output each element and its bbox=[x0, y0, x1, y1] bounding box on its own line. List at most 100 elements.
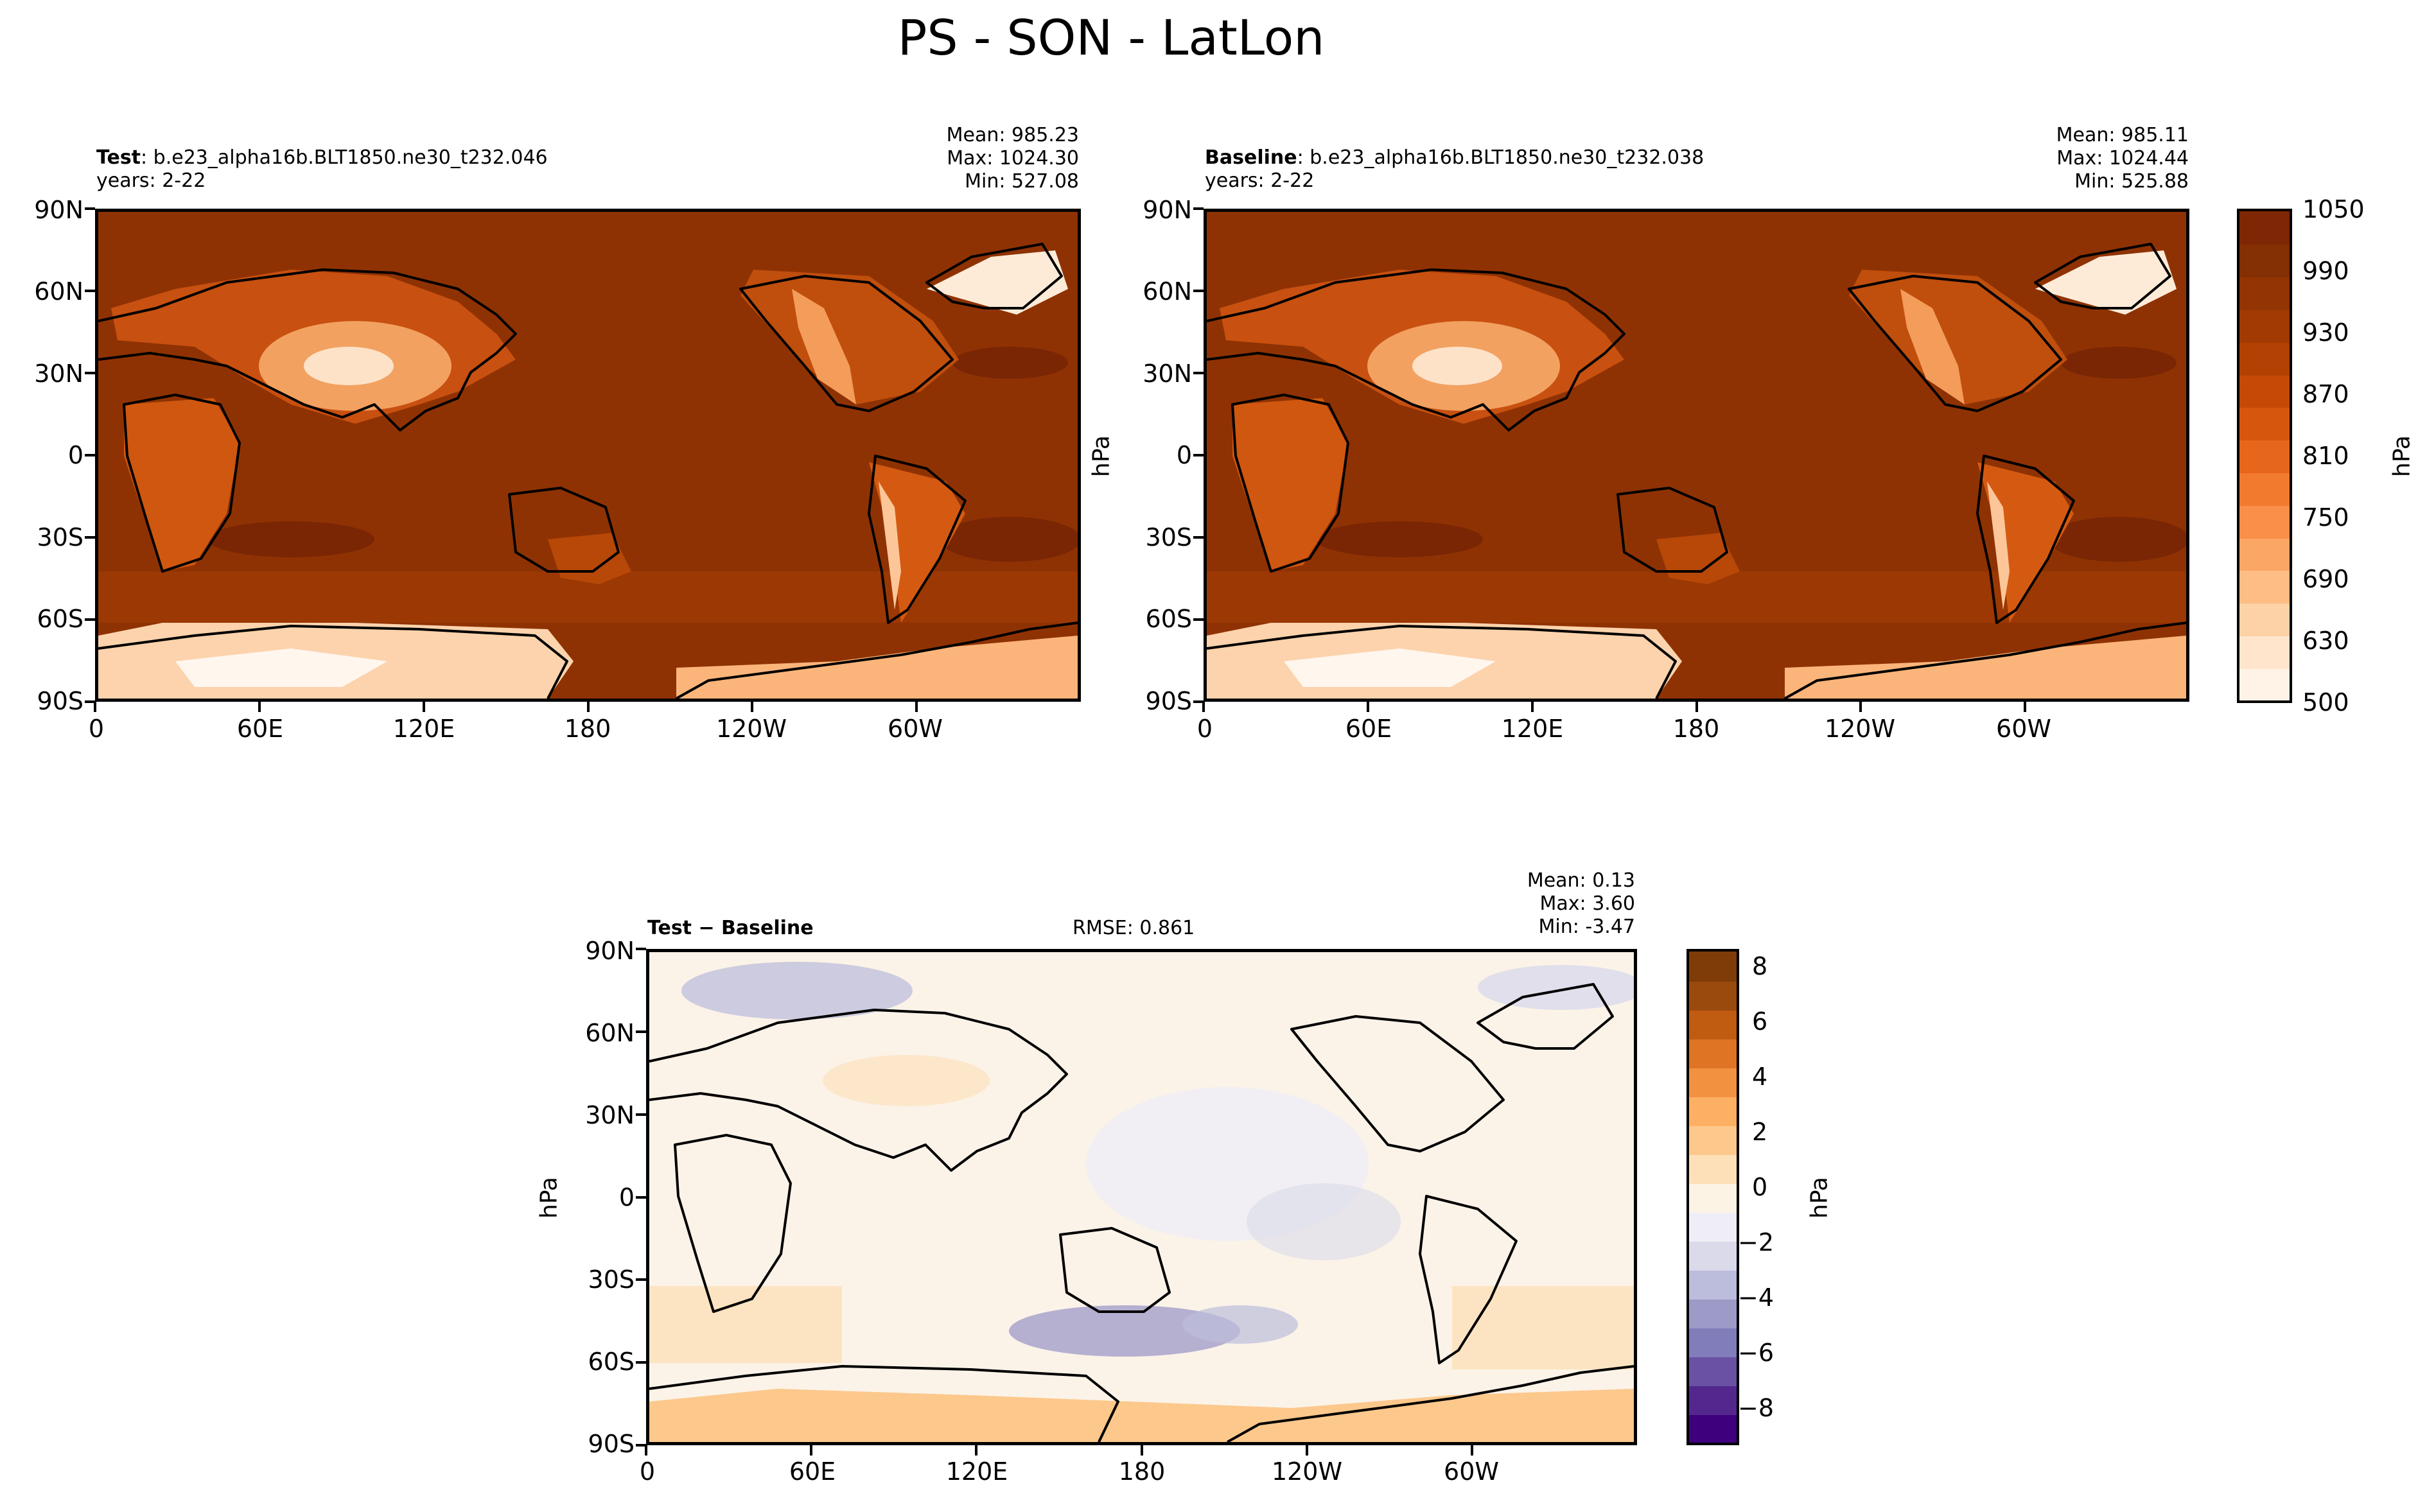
colorbar-band bbox=[2239, 406, 2290, 441]
colorbar-band bbox=[1689, 1385, 1737, 1415]
ps-colorbar-tick: 750 bbox=[2302, 503, 2349, 532]
test-map-panel bbox=[95, 209, 1081, 702]
colorbar-band bbox=[1689, 1212, 1737, 1242]
colorbar-band bbox=[2239, 472, 2290, 506]
colorbar-band bbox=[2239, 211, 2290, 245]
baseline-xtick-label: 0 bbox=[1196, 715, 1213, 743]
baseline-ytick-label: 30N bbox=[1143, 360, 1192, 388]
ytick-mark bbox=[636, 1278, 646, 1282]
ytick-mark bbox=[85, 536, 95, 539]
baseline-coastlines bbox=[1207, 243, 2186, 699]
colorbar-band bbox=[2239, 505, 2290, 539]
test-ytick-label: 30N bbox=[34, 360, 83, 388]
diff-positive-anomaly-antarctica bbox=[649, 1389, 1634, 1442]
ytick-mark bbox=[636, 948, 646, 950]
test-xtick-label: 60W bbox=[888, 715, 943, 743]
baseline-min: Min: 525.88 bbox=[2074, 170, 2189, 193]
test-land-field bbox=[98, 250, 1078, 699]
xtick-mark bbox=[1859, 702, 1862, 712]
baseline-ytick-label: 60N bbox=[1143, 277, 1192, 306]
diff-negative-anomaly-arctic-2 bbox=[1478, 965, 1634, 1010]
colorbar-band bbox=[2239, 635, 2290, 669]
diff-max: Max: 3.60 bbox=[1539, 892, 1635, 915]
colorbar-band bbox=[1689, 1183, 1737, 1213]
diff-negative-anomaly-arctic bbox=[681, 962, 913, 1020]
diff-ytick-label: 30S bbox=[588, 1265, 635, 1294]
ytick-mark bbox=[1193, 372, 1204, 374]
diff-xtick-label: 120W bbox=[1271, 1457, 1343, 1486]
ytick-mark bbox=[636, 1361, 646, 1364]
diff-xtick-label: 180 bbox=[1118, 1457, 1166, 1486]
ytick-mark bbox=[636, 1030, 646, 1033]
xtick-mark bbox=[94, 702, 96, 712]
xtick-mark bbox=[1366, 702, 1369, 712]
colorbar-band bbox=[1689, 1298, 1737, 1328]
diff-colorbar bbox=[1687, 949, 1739, 1445]
diff-ytick-label: 90S bbox=[588, 1430, 635, 1458]
ytick-mark bbox=[636, 1113, 646, 1116]
baseline-xtick-label: 60W bbox=[1996, 715, 2051, 743]
ps-colorbar-units: hPa bbox=[2388, 435, 2415, 477]
baseline-xtick-label: 120W bbox=[1824, 715, 1896, 743]
ps-colorbar-tick: 870 bbox=[2302, 380, 2349, 408]
xtick-mark bbox=[1530, 702, 1534, 712]
baseline-label-bold: Baseline bbox=[1205, 146, 1297, 169]
colorbar-band bbox=[1689, 1414, 1737, 1443]
test-low-pressure-cell bbox=[207, 521, 374, 557]
ytick-mark bbox=[1193, 700, 1204, 703]
ps-colorbar-tick: 630 bbox=[2302, 627, 2349, 655]
colorbar-band bbox=[1689, 1356, 1737, 1386]
colorbar-band bbox=[2239, 276, 2290, 310]
ps-colorbar-tick: 500 bbox=[2302, 688, 2349, 717]
diff-map-panel bbox=[646, 949, 1637, 1445]
diff-label-bold: Test − Baseline bbox=[647, 917, 814, 939]
test-min: Min: 527.08 bbox=[965, 170, 1079, 193]
diff-negative-anomaly-pacific-2 bbox=[1247, 1183, 1401, 1260]
colorbar-band bbox=[2239, 342, 2290, 376]
test-low-pressure-cell-2 bbox=[940, 517, 1078, 562]
baseline-xtick-label: 180 bbox=[1672, 715, 1720, 743]
colorbar-band bbox=[1689, 980, 1737, 1011]
diff-ytick-label: 60S bbox=[588, 1348, 635, 1376]
test-ytick-label: 90N bbox=[34, 196, 83, 224]
diff-positive-anomaly-south-atlantic-2 bbox=[1452, 1286, 1634, 1369]
baseline-high-pressure-cell bbox=[2061, 347, 2177, 379]
test-years: years: 2-22 bbox=[96, 169, 206, 192]
test-coastlines bbox=[98, 243, 1078, 699]
colorbar-band bbox=[1689, 1096, 1737, 1126]
xtick-mark bbox=[1695, 702, 1698, 712]
colorbar-band bbox=[2239, 602, 2290, 636]
diff-label: Test − Baseline bbox=[647, 917, 814, 939]
xtick-mark bbox=[915, 702, 918, 712]
diff-colorbar-tick: 2 bbox=[1752, 1118, 1768, 1146]
ytick-mark bbox=[85, 700, 95, 703]
xtick-mark bbox=[422, 702, 425, 712]
diff-xtick-label: 0 bbox=[639, 1457, 656, 1486]
ytick-mark bbox=[1193, 290, 1204, 292]
ytick-mark bbox=[1193, 618, 1204, 621]
ytick-mark bbox=[85, 618, 95, 621]
baseline-ytick-label: 90S bbox=[1145, 687, 1192, 715]
xtick-mark bbox=[1470, 1445, 1473, 1456]
colorbar-band bbox=[1689, 1327, 1737, 1357]
ps-colorbar-tick: 930 bbox=[2302, 318, 2349, 347]
diff-negative-anomaly-southern-2 bbox=[1182, 1305, 1298, 1344]
ytick-mark bbox=[1193, 207, 1204, 210]
test-high-pressure-cell bbox=[952, 347, 1068, 379]
diff-xtick-label: 60E bbox=[789, 1457, 836, 1486]
xtick-mark bbox=[258, 702, 261, 712]
baseline-years: years: 2-22 bbox=[1205, 169, 1315, 192]
colorbar-band bbox=[1689, 1038, 1737, 1068]
xtick-mark bbox=[586, 702, 590, 712]
xtick-mark bbox=[645, 1445, 647, 1456]
xtick-mark bbox=[810, 1445, 813, 1456]
ytick-mark bbox=[85, 207, 95, 210]
diff-colorbar-tick: −8 bbox=[1738, 1394, 1774, 1422]
colorbar-band bbox=[1689, 1009, 1737, 1039]
diff-ytick-label: 90N bbox=[585, 937, 635, 965]
diff-colorbar-tick: 6 bbox=[1752, 1007, 1768, 1036]
ytick-mark bbox=[85, 372, 95, 374]
test-xtick-label: 120E bbox=[392, 715, 455, 743]
ytick-mark bbox=[1193, 536, 1204, 539]
test-label-bold: Test bbox=[96, 146, 141, 169]
